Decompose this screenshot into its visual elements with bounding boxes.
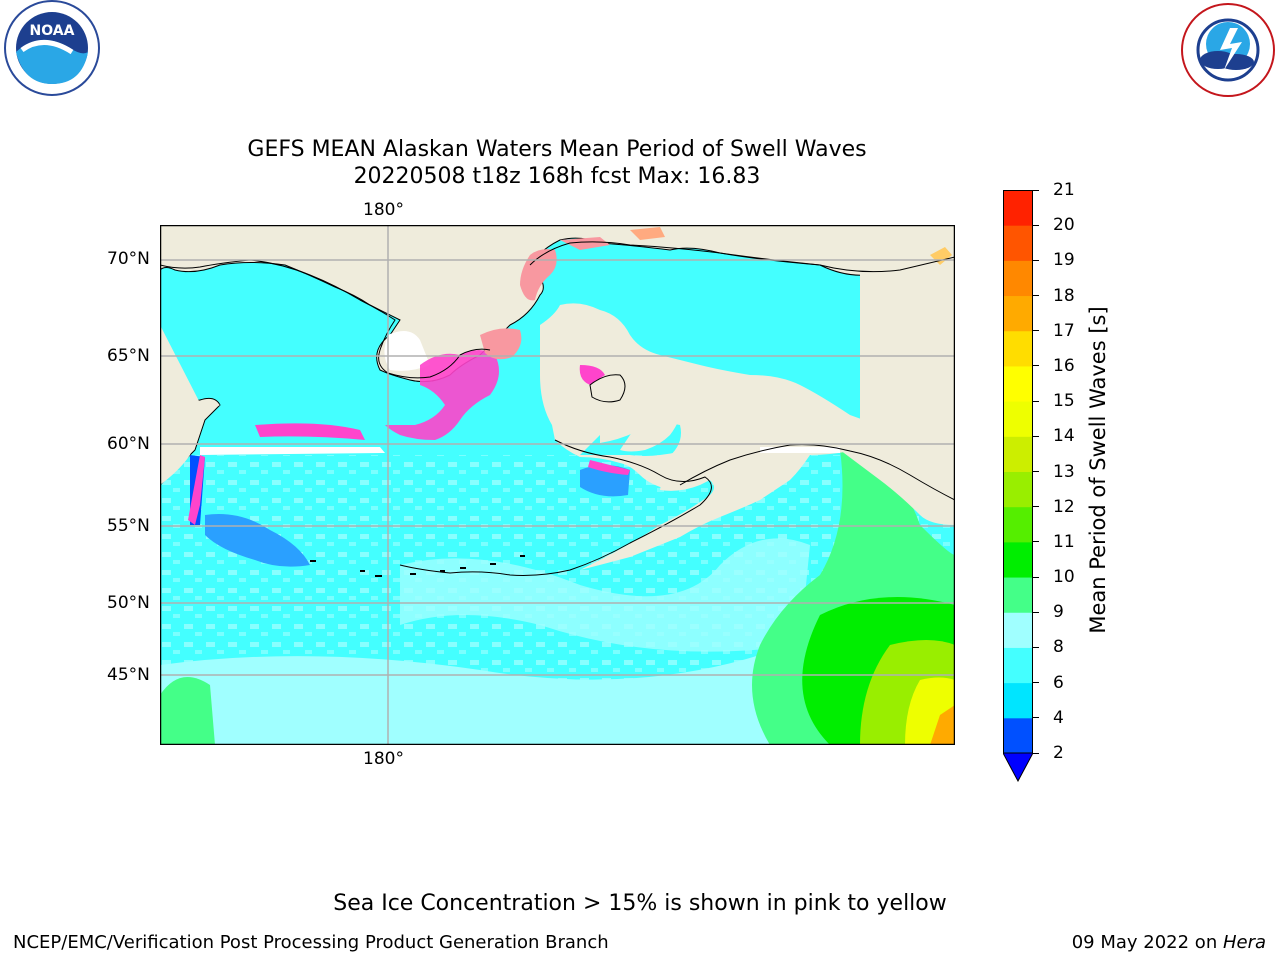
lat-label-60: 60°N xyxy=(107,434,150,454)
lat-label-55: 55°N xyxy=(107,516,150,536)
colorbar-tick-label: 2 xyxy=(1053,743,1064,763)
colorbar-tick-mark xyxy=(1033,435,1039,437)
colorbar-tick-mark xyxy=(1033,330,1039,332)
footer-machine: Hera xyxy=(1222,932,1266,953)
colorbar-tick-mark xyxy=(1033,224,1039,226)
colorbar-swatch xyxy=(1003,295,1033,332)
colorbar-swatch xyxy=(1003,401,1033,437)
map-canvas xyxy=(160,225,955,745)
colorbar-tick-label: 20 xyxy=(1053,215,1075,236)
colorbar-swatch xyxy=(1003,365,1033,402)
colorbar-swatch xyxy=(1003,577,1033,613)
colorbar-tick-mark xyxy=(1033,189,1039,191)
colorbar-tick-mark xyxy=(1033,400,1039,402)
colorbar-swatch xyxy=(1003,717,1033,754)
colorbar-tick-label: 17 xyxy=(1053,320,1075,341)
colorbar-tick-label: 8 xyxy=(1053,637,1064,658)
footer-date-text: 09 May 2022 on xyxy=(1071,932,1223,953)
colorbar-label: Mean Period of Swell Waves [s] xyxy=(1086,306,1110,634)
noaa-logo: NOAA xyxy=(0,0,104,100)
lat-label-50: 50°N xyxy=(107,593,150,613)
colorbar-tick-mark xyxy=(1033,717,1039,719)
colorbar-tick-mark xyxy=(1033,646,1039,648)
colorbar-tick-mark xyxy=(1033,259,1039,261)
colorbar-swatch xyxy=(1003,471,1033,508)
colorbar-swatch xyxy=(1003,506,1033,543)
colorbar-tick-label: 15 xyxy=(1053,391,1075,412)
colorbar-swatch xyxy=(1003,541,1033,578)
colorbar-swatch xyxy=(1003,612,1033,648)
colorbar-tick-label: 19 xyxy=(1053,250,1075,271)
colorbar-tick-label: 14 xyxy=(1053,426,1075,447)
colorbar-swatches xyxy=(1003,190,1033,782)
colorbar-tick-label: 4 xyxy=(1053,707,1064,728)
colorbar-tick-mark xyxy=(1033,506,1039,508)
lat-label-70: 70°N xyxy=(107,249,150,269)
lat-label-45: 45°N xyxy=(107,665,150,685)
colorbar-tick-mark xyxy=(1033,576,1039,578)
footer-branch: NCEP/EMC/Verification Post Processing Pr… xyxy=(13,932,609,953)
lat-label-65: 65°N xyxy=(107,346,150,366)
map-title: GEFS MEAN Alaskan Waters Mean Period of … xyxy=(247,137,867,162)
noaa-logo-text: NOAA xyxy=(30,23,75,39)
colorbar-tick-mark xyxy=(1033,611,1039,613)
colorbar-tick-label: 18 xyxy=(1053,285,1075,306)
colorbar-tick-mark xyxy=(1033,471,1039,472)
colorbar-tick-mark xyxy=(1033,682,1039,684)
map-panel xyxy=(160,225,955,745)
colorbar-tick-mark xyxy=(1033,752,1039,754)
colorbar-tick-label: 10 xyxy=(1053,567,1075,588)
nws-logo xyxy=(1178,2,1278,98)
colorbar-tick-mark xyxy=(1033,541,1039,543)
colorbar-swatch xyxy=(1003,260,1033,297)
colorbar-tick-label: 11 xyxy=(1053,531,1075,552)
colorbar-swatch xyxy=(1003,225,1033,261)
lon-label-top: 180° xyxy=(363,200,404,220)
colorbar-tick-mark xyxy=(1033,365,1039,367)
colorbar-tick-mark xyxy=(1033,295,1039,297)
colorbar-swatch xyxy=(1003,682,1033,719)
colorbar-tick-label: 16 xyxy=(1053,355,1075,376)
colorbar xyxy=(1003,190,1033,782)
colorbar-tick-label: 13 xyxy=(1053,461,1075,482)
colorbar-swatch xyxy=(1003,436,1033,472)
colorbar-swatch xyxy=(1003,647,1033,684)
colorbar-tick-label: 9 xyxy=(1053,602,1064,623)
colorbar-tick-label: 12 xyxy=(1053,496,1075,517)
lon-label-bottom: 180° xyxy=(363,749,404,769)
colorbar-extend xyxy=(1003,752,1033,782)
footer-date: 09 May 2022 on Hera xyxy=(1072,932,1266,954)
sea-ice-note: Sea Ice Concentration > 15% is shown in … xyxy=(333,891,947,916)
colorbar-swatch xyxy=(1003,330,1033,367)
map-subtitle: 20220508 t18z 168h fcst Max: 16.83 xyxy=(353,164,761,189)
colorbar-tick-label: 21 xyxy=(1053,180,1075,200)
colorbar-swatch xyxy=(1003,190,1033,226)
colorbar-tick-label: 6 xyxy=(1053,672,1064,693)
colorbar-frame xyxy=(1003,190,1033,753)
